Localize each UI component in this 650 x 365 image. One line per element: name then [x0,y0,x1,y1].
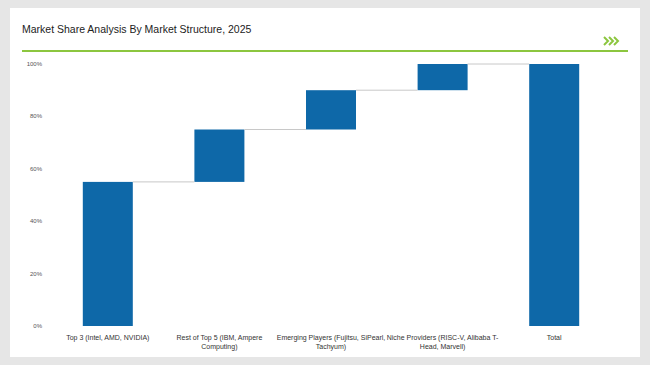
bar [194,130,244,182]
y-tick-label: 60% [30,166,43,172]
chevron [609,37,613,45]
bars [83,64,579,326]
panel [10,8,640,357]
bar [306,90,356,129]
y-tick-label: 40% [30,218,43,224]
x-tick-label: Top 3 (Intel, AMD, NVIDIA) [52,333,164,342]
title: Market Share Analysis By Market Structur… [22,23,252,35]
y-tick-label: 20% [30,271,43,277]
y-tick-label: 80% [30,113,43,119]
x-tick-label: Rest of Top 5 (IBM, Ampere Computing) [163,333,275,351]
connector [133,181,195,182]
chart-wrap: Market Share Analysis By Market Structur… [0,0,650,365]
x-tick-label: Total [498,333,610,342]
x-tick-label: Emerging Players (Fujitsu, SiPearl, Tach… [275,333,387,351]
x-tick-label: Niche Providers (RISC-V, Alibaba T-Head,… [387,333,499,351]
bar [83,182,133,326]
connector [244,129,306,130]
y-tick-label: 100% [27,61,43,67]
title-rule [22,50,628,52]
chevron [614,37,618,45]
chevron [604,37,608,45]
bar [529,64,579,326]
y-tick-label: 0% [33,323,42,329]
connector [356,90,418,91]
bar [418,64,468,90]
connector [468,64,530,65]
chart-svg: Market Share Analysis By Market Structur… [0,0,650,365]
